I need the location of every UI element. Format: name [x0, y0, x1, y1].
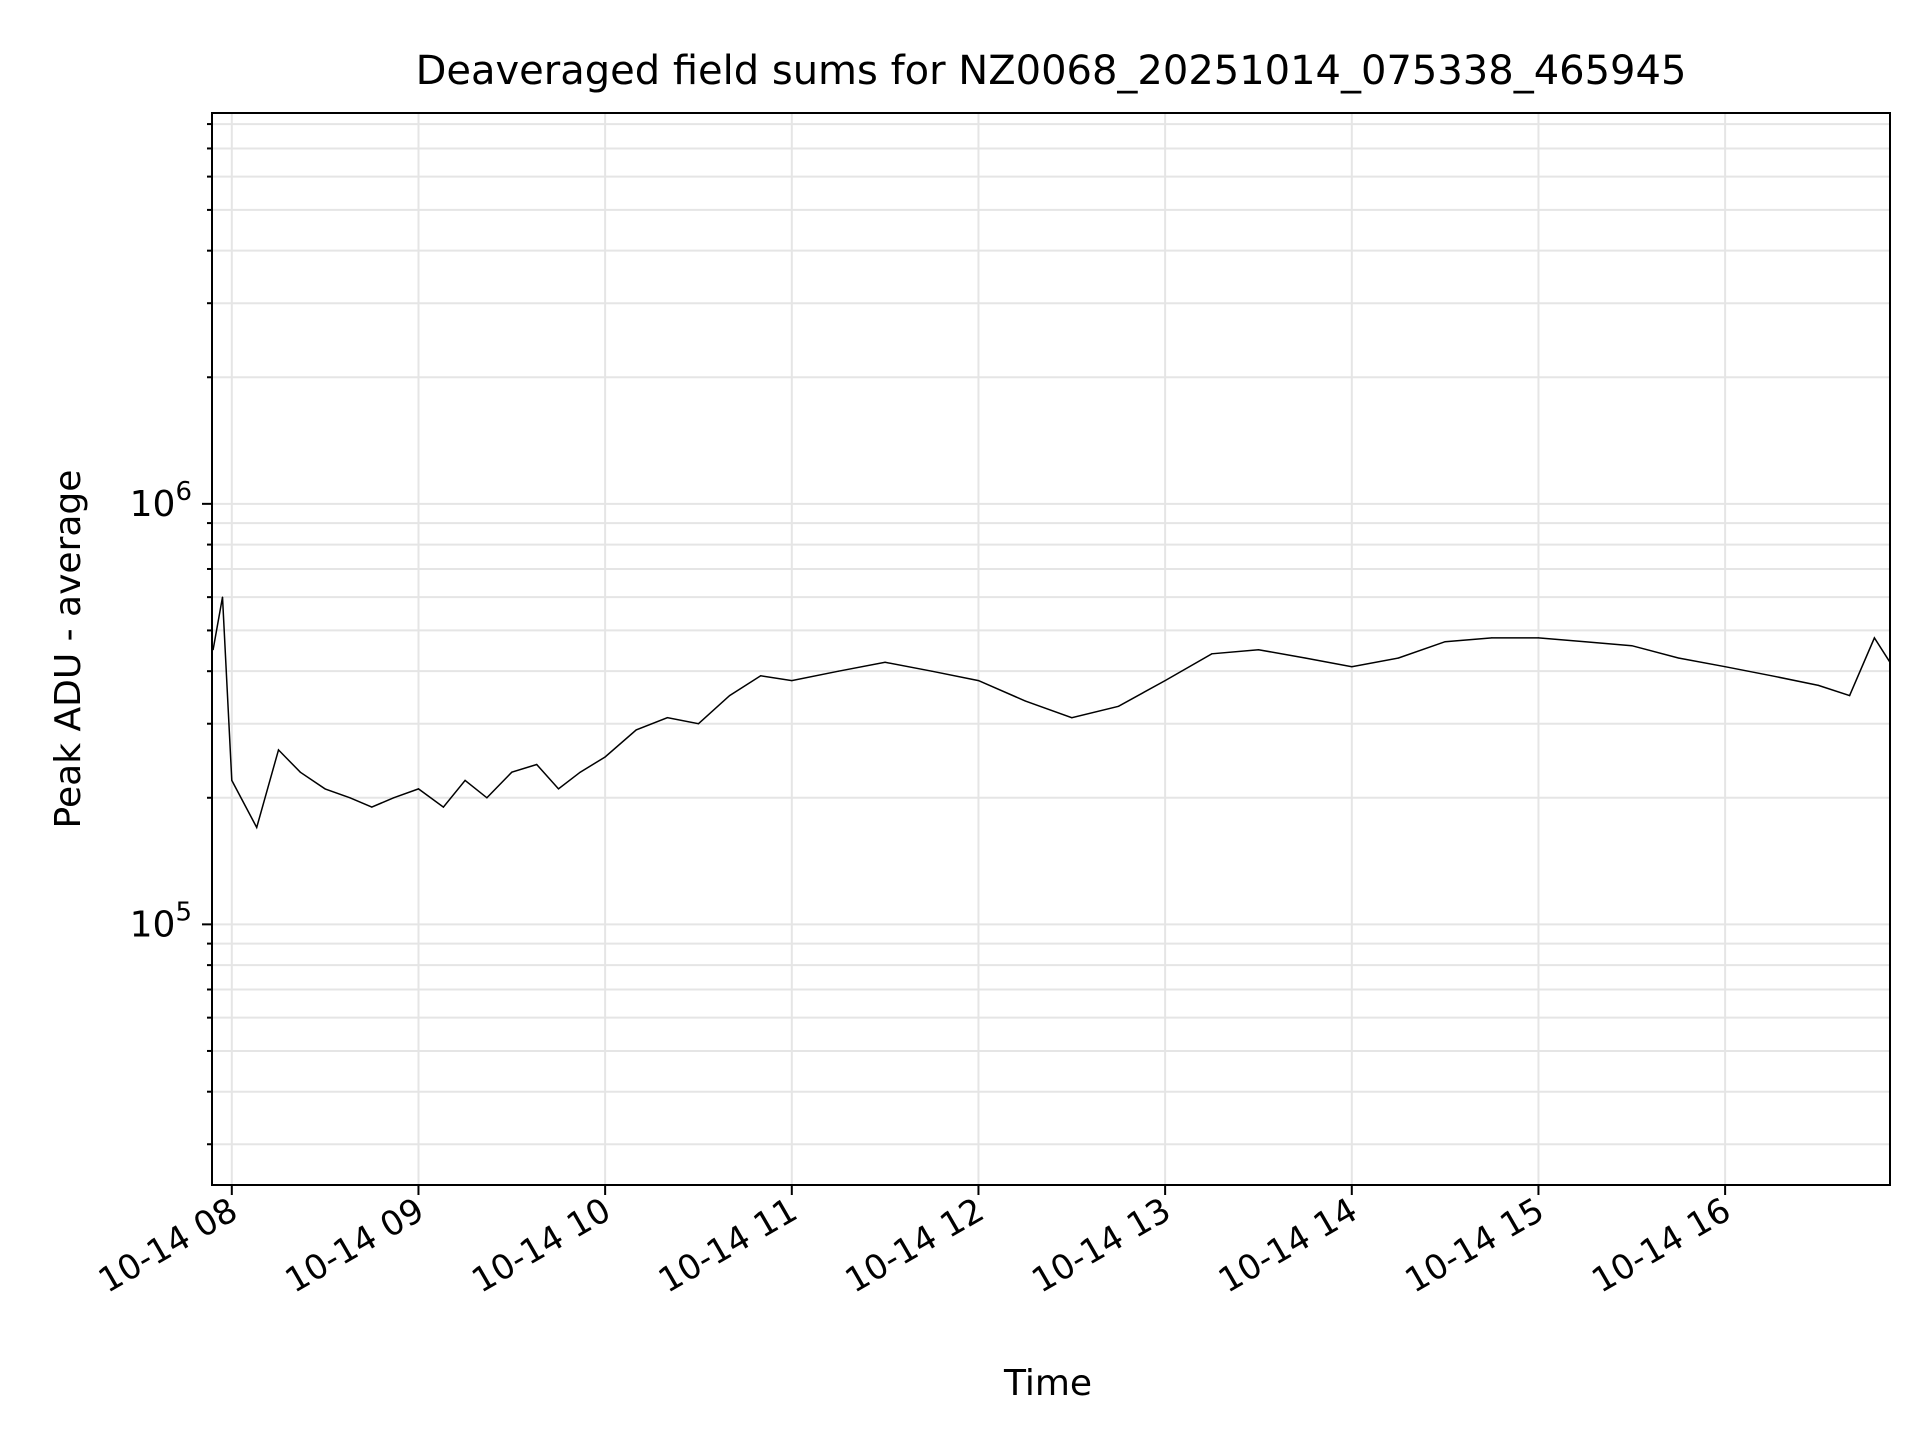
axes-frame [211, 112, 1891, 1186]
series-point [1211, 653, 1213, 655]
series-point [536, 763, 538, 766]
y-tick-label-exponent: 5 [175, 897, 192, 927]
series-point [393, 797, 395, 799]
y-tick-label-base: 10 [130, 484, 176, 525]
series-point [1444, 641, 1446, 643]
series-point [1873, 637, 1875, 639]
series-point [1631, 645, 1633, 647]
x-axis-label: Time [1003, 1363, 1092, 1404]
grid [212, 113, 1890, 1185]
y-axis-label: Peak ADU - average [48, 470, 89, 829]
series-point [1584, 641, 1586, 643]
series-point [486, 797, 488, 799]
series-point [791, 680, 793, 682]
series-point [1817, 684, 1819, 687]
series-point [1024, 700, 1026, 702]
series-point [299, 771, 301, 773]
series-point [1771, 675, 1773, 677]
series-point [1491, 637, 1493, 639]
series-point [349, 797, 351, 799]
series-point [1304, 657, 1306, 659]
series-point [1397, 657, 1400, 659]
series-point [931, 670, 933, 672]
series-point [557, 788, 560, 790]
y-tick-label-exponent: 6 [175, 477, 192, 507]
series-point [604, 756, 606, 758]
series-point [1071, 717, 1073, 719]
series-point [1677, 657, 1679, 659]
series-line [212, 596, 1891, 830]
series-point [324, 788, 326, 790]
series-point [1537, 637, 1540, 639]
series-point [1351, 666, 1353, 668]
series-point [231, 779, 233, 782]
series-point [1724, 666, 1726, 668]
series-point [837, 670, 840, 672]
series-point [511, 771, 513, 773]
chart-title: Deaveraged field sums for NZ0068_2025101… [416, 48, 1687, 94]
series-point [884, 661, 886, 663]
series-point [666, 717, 669, 719]
series-point [1117, 705, 1120, 707]
series-point [1257, 649, 1260, 651]
series-point [697, 723, 700, 725]
series-point [442, 806, 444, 808]
series-point [221, 596, 224, 598]
series-point [371, 806, 373, 808]
series-point [464, 779, 466, 782]
series-point [977, 680, 980, 682]
series-point [277, 749, 280, 751]
y-tick-label: 105 [130, 897, 192, 945]
y-tick-label: 106 [130, 477, 192, 525]
series-point [256, 826, 258, 829]
y-tick-label-base: 10 [130, 904, 176, 945]
series-point [1164, 680, 1166, 682]
series-point [1849, 695, 1851, 697]
series-point [635, 729, 637, 731]
series-point [729, 695, 731, 697]
series-point [417, 788, 420, 790]
series-point [760, 675, 762, 677]
series-point [579, 771, 581, 773]
